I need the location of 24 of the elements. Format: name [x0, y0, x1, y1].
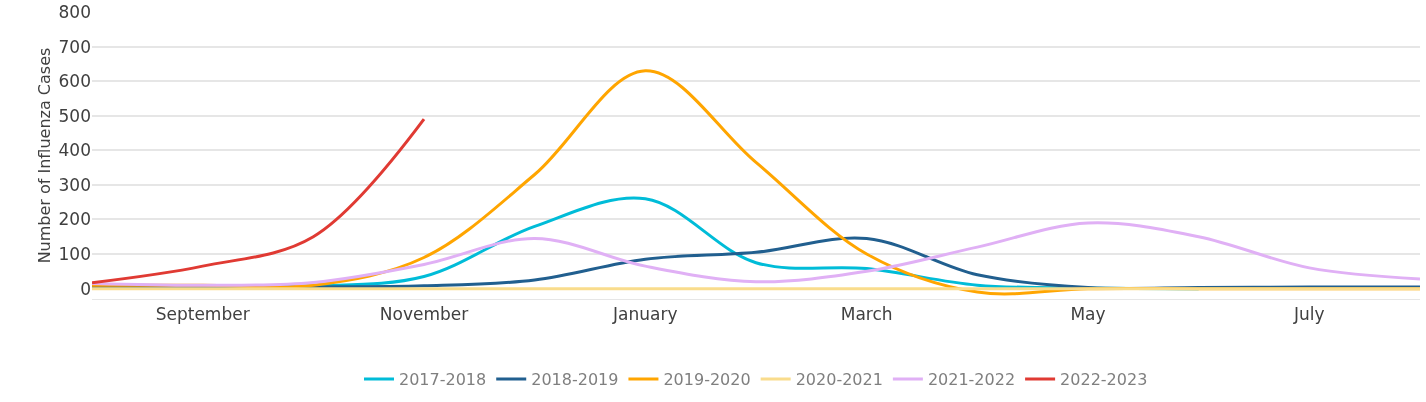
y-tick-label: 500 — [58, 105, 91, 126]
legend-label: 2022-2023 — [1060, 370, 1148, 390]
line-series — [92, 117, 426, 285]
x-tick-label: September — [155, 304, 250, 325]
x-tick-label: March — [840, 304, 893, 325]
y-tick-label: 800 — [58, 1, 91, 22]
y-tick-label: 100 — [58, 244, 91, 264]
legend-label: 2019-2020 — [663, 370, 751, 390]
x-tick-label: July — [1293, 304, 1325, 325]
y-tick-label: 700 — [58, 36, 91, 57]
y-axis-title: Number of Influenza Cases — [35, 47, 54, 264]
legend-label: 2021-2022 — [927, 370, 1016, 390]
x-tick-label: January — [612, 304, 678, 325]
x-tick-label: May — [1070, 304, 1106, 325]
y-tick-label: 0 — [80, 278, 91, 299]
line-series — [92, 221, 1420, 287]
y-tick-label: 400 — [58, 140, 91, 161]
y-tick-label: 200 — [58, 209, 91, 230]
x-tick-label: November — [379, 304, 469, 325]
y-tick-label: 600 — [58, 71, 91, 92]
legend-label: 2020-2021 — [795, 370, 883, 390]
legend-label: 2018-2019 — [531, 370, 619, 390]
legend-label: 2017-2018 — [399, 370, 487, 390]
y-tick-label: 300 — [58, 174, 91, 195]
